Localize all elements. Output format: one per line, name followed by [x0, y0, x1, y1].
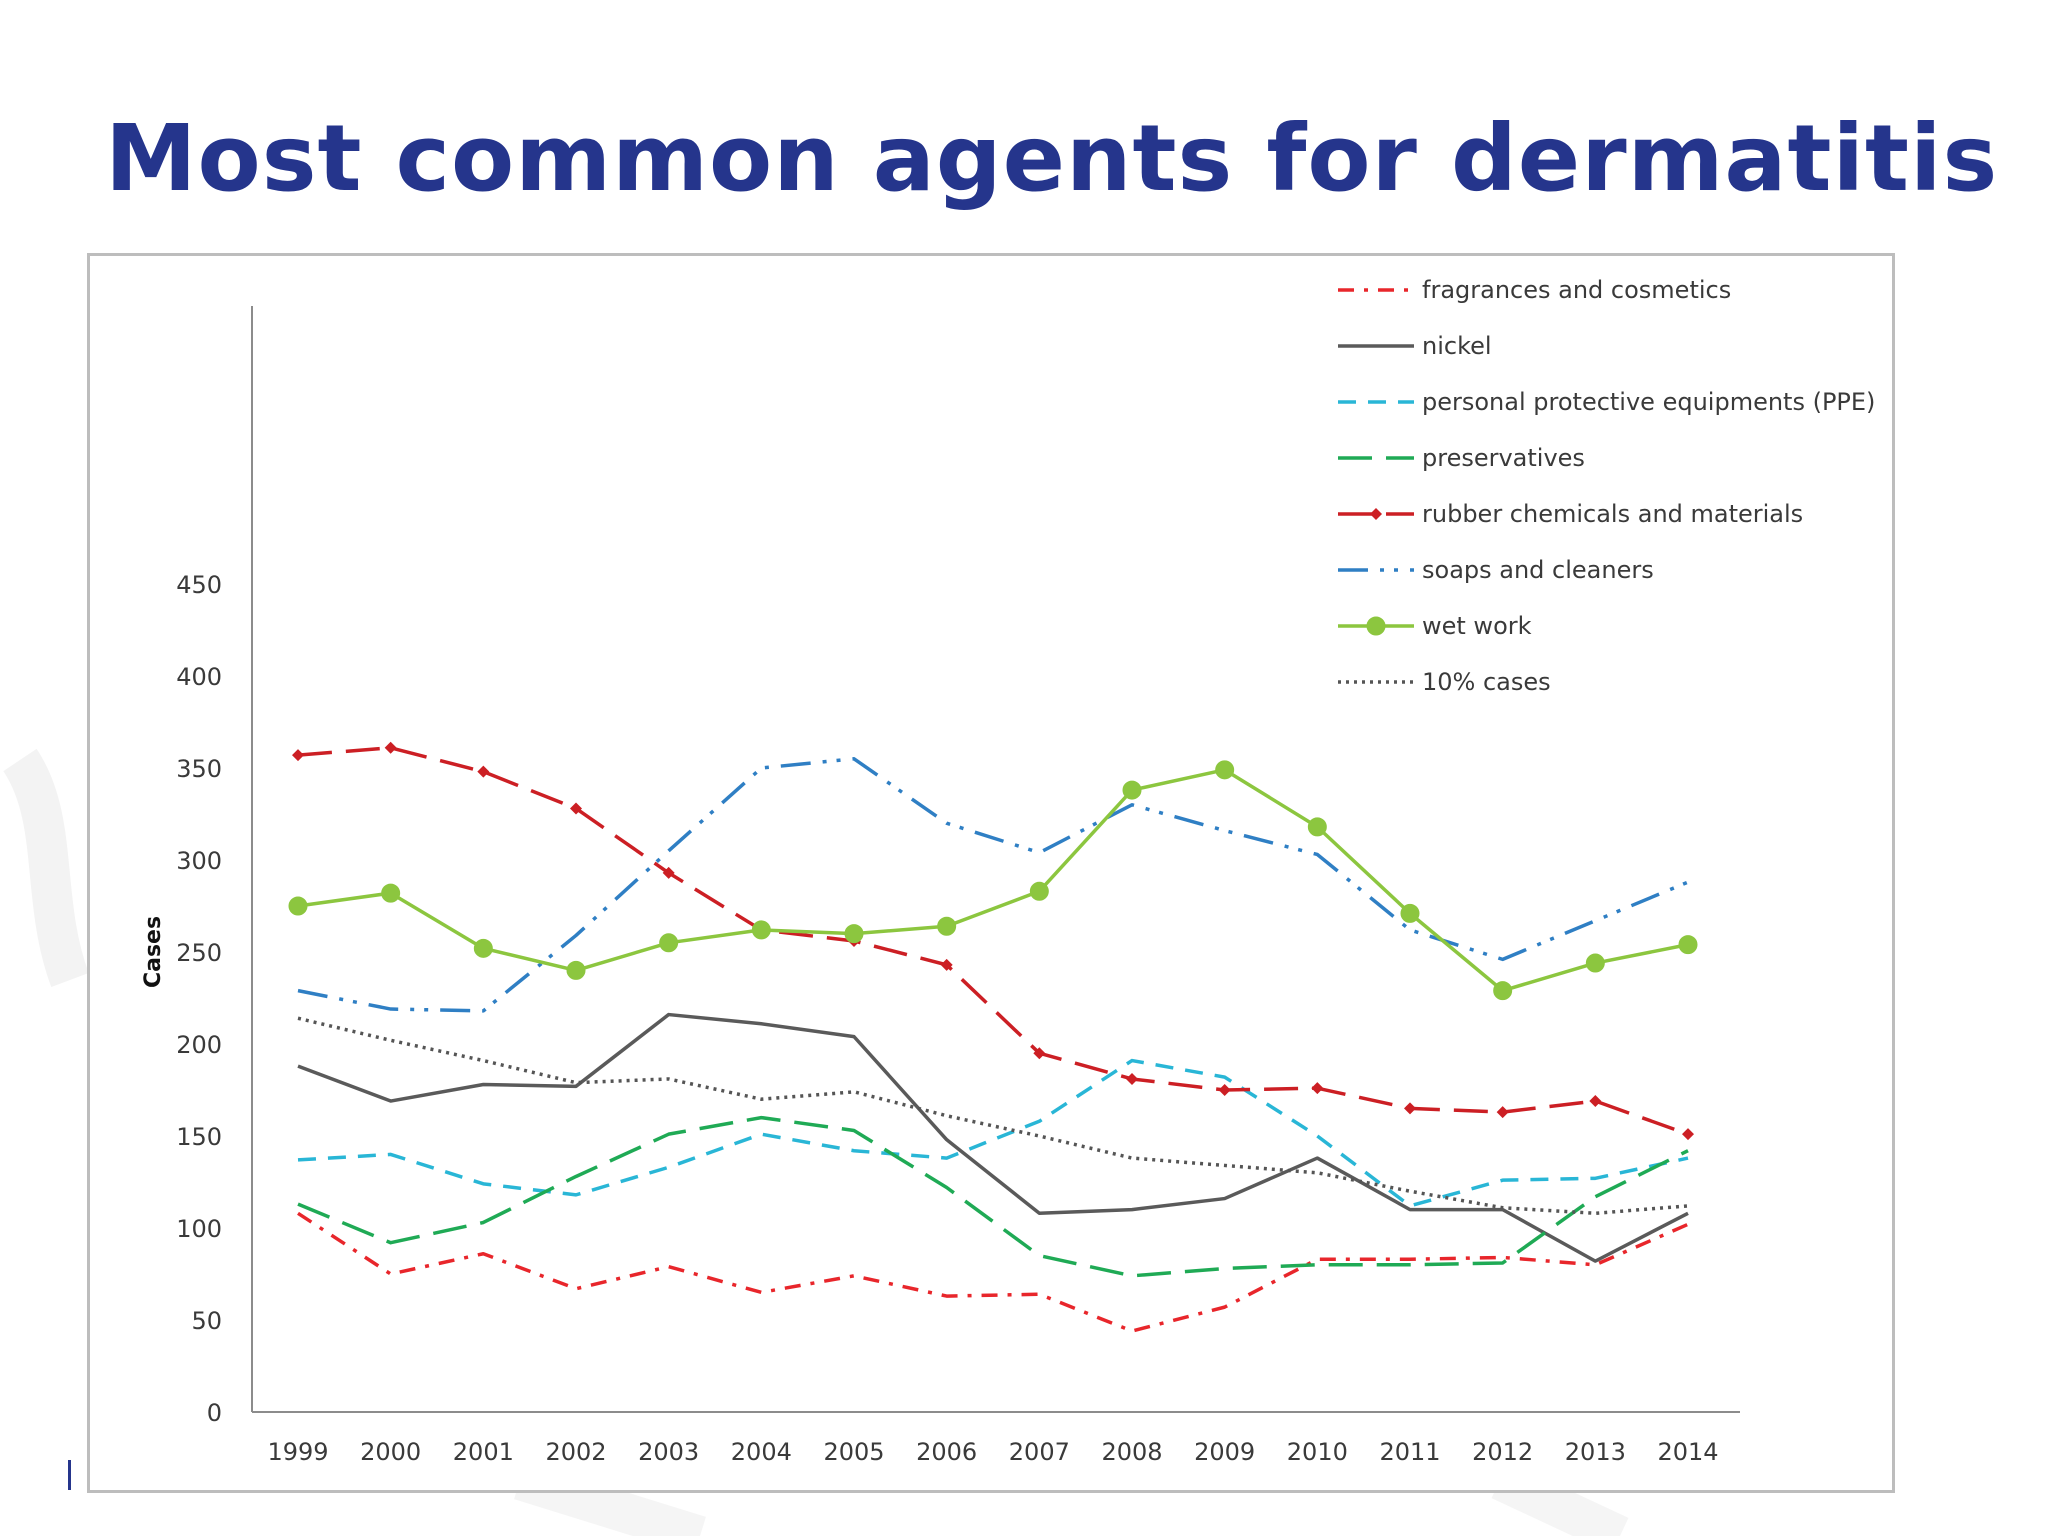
x-tick-label: 2000	[360, 1438, 421, 1466]
x-tick-label: 2002	[545, 1438, 606, 1466]
series-line	[297, 1016, 1689, 1216]
series-4	[292, 741, 1694, 1141]
data-point	[1122, 780, 1142, 800]
data-point	[662, 866, 675, 879]
x-tick-label: 2010	[1287, 1438, 1348, 1466]
series-2	[297, 1058, 1689, 1208]
data-point	[1682, 1128, 1694, 1141]
chart-axes: 0 50 100 150 200 250 300 350 400 450 1999 2000 2001 2…	[141, 306, 1740, 1466]
chart-frame: 0 50 100 150 200 250 300 350 400 450 1999 2000 2001 2…	[87, 253, 1895, 1493]
legend-label: preservatives	[1422, 444, 1585, 472]
data-point	[1311, 1082, 1324, 1095]
legend-label: 10% cases	[1422, 668, 1551, 696]
data-point	[1493, 981, 1513, 1001]
slide-title: Most common agents for dermatitis	[105, 105, 1999, 212]
data-point	[1033, 1047, 1046, 1060]
legend-item: 10% cases	[1338, 668, 1551, 696]
data-point	[940, 958, 953, 971]
data-point	[1400, 903, 1420, 923]
y-tick-label: 50	[191, 1307, 222, 1335]
series-line	[297, 1115, 1689, 1278]
series-1	[297, 1012, 1689, 1263]
y-tick-label: 100	[176, 1215, 222, 1243]
series-line	[297, 746, 1689, 1136]
series-5	[297, 757, 1689, 1013]
data-point	[288, 896, 308, 916]
line-chart: 0 50 100 150 200 250 300 350 400 450 1999 2000 2001 2…	[141, 276, 1875, 1466]
data-point	[381, 883, 401, 903]
series-7	[297, 1016, 1689, 1216]
x-tick-label: 1999	[267, 1438, 328, 1466]
legend-marker	[1370, 508, 1382, 520]
data-point	[751, 920, 771, 940]
series-line	[297, 757, 1689, 1013]
series-3	[297, 1115, 1689, 1278]
y-axis-title: Cases	[141, 916, 166, 988]
data-point	[1589, 1095, 1602, 1108]
data-point	[1307, 817, 1327, 837]
x-tick-label: 2013	[1565, 1438, 1626, 1466]
y-tick-label: 400	[176, 663, 222, 691]
data-point	[659, 933, 679, 953]
y-tick-label: 150	[176, 1123, 222, 1151]
data-point	[566, 960, 586, 980]
y-tick-label: 300	[176, 847, 222, 875]
data-point	[937, 916, 957, 936]
legend-label: nickel	[1422, 332, 1492, 360]
x-tick-label: 2009	[1194, 1438, 1255, 1466]
legend-label: fragrances and cosmetics	[1422, 276, 1731, 304]
legend-marker	[1366, 616, 1386, 636]
series-line	[297, 768, 1689, 993]
y-tick-label: 0	[207, 1399, 222, 1427]
data-point	[844, 924, 864, 944]
footer-marker	[68, 1460, 71, 1490]
legend-item: preservatives	[1338, 444, 1585, 472]
chart-series	[288, 741, 1698, 1333]
data-point	[384, 741, 397, 754]
y-tick-label: 250	[176, 939, 222, 967]
data-point	[1126, 1072, 1138, 1085]
x-tick-label: 2004	[731, 1438, 792, 1466]
legend-item: personal protective equipments (PPE)	[1338, 388, 1875, 416]
data-point	[1215, 760, 1235, 780]
x-tick-label: 2001	[453, 1438, 514, 1466]
legend-item: fragrances and cosmetics	[1338, 276, 1731, 304]
data-point	[1496, 1106, 1509, 1119]
legend-label: personal protective equipments (PPE)	[1422, 388, 1875, 416]
legend-item: wet work	[1338, 612, 1532, 640]
data-point	[477, 765, 490, 778]
chart-legend: fragrances and cosmetics nickel personal p…	[1338, 276, 1875, 696]
x-tick-label: 2011	[1379, 1438, 1440, 1466]
data-point	[1029, 881, 1049, 901]
series-line	[297, 1012, 1689, 1263]
legend-label: rubber chemicals and materials	[1422, 500, 1803, 528]
data-point	[1585, 953, 1605, 973]
y-tick-label: 200	[176, 1031, 222, 1059]
data-point	[1678, 935, 1698, 955]
data-point	[1218, 1084, 1231, 1096]
series-line	[297, 1058, 1689, 1208]
y-tick-label: 350	[176, 755, 222, 783]
x-tick-label: 2005	[823, 1438, 884, 1466]
data-point	[1404, 1102, 1416, 1115]
x-tick-label: 2006	[916, 1438, 977, 1466]
x-tick-label: 2003	[638, 1438, 699, 1466]
legend-label: soaps and cleaners	[1422, 556, 1654, 584]
series-line	[297, 1211, 1689, 1333]
x-tick-label: 2007	[1009, 1438, 1070, 1466]
legend-item: nickel	[1338, 332, 1492, 360]
x-tick-label: 2014	[1657, 1438, 1718, 1466]
legend-item: rubber chemicals and materials	[1338, 500, 1803, 528]
data-point	[473, 938, 493, 958]
data-point	[570, 802, 582, 815]
x-tick-label: 2012	[1472, 1438, 1533, 1466]
y-tick-label: 450	[176, 571, 222, 599]
series-6	[288, 760, 1698, 1001]
data-point	[292, 749, 304, 762]
legend-label: wet work	[1422, 612, 1532, 640]
legend-item: soaps and cleaners	[1338, 556, 1654, 584]
series-0	[297, 1211, 1689, 1333]
x-tick-label: 2008	[1101, 1438, 1162, 1466]
